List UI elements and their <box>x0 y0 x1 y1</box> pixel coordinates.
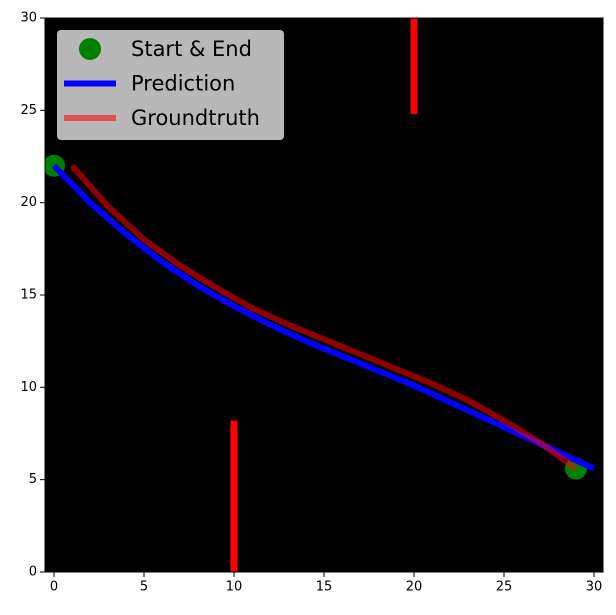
legend-box <box>57 30 284 140</box>
legend-marker <box>79 38 101 60</box>
x-tick-label: 0 <box>50 580 58 595</box>
y-tick-label: 25 <box>20 103 37 118</box>
x-tick-label: 5 <box>140 580 148 595</box>
x-tick-label: 25 <box>496 580 513 595</box>
y-tick-label: 15 <box>20 288 37 303</box>
y-tick-label: 30 <box>20 11 37 26</box>
x-tick-label: 10 <box>226 580 243 595</box>
y-tick-label: 20 <box>20 195 37 210</box>
y-tick-label: 10 <box>20 380 37 395</box>
x-tick-label: 30 <box>586 580 603 595</box>
series-line <box>51 163 596 472</box>
legend-label: Groundtruth <box>131 106 260 130</box>
axes-frame <box>44 17 604 573</box>
series-line <box>69 163 578 472</box>
plot-clip <box>45 18 596 572</box>
x-tick-label: 15 <box>316 580 333 595</box>
legend-label: Start & End <box>131 37 252 61</box>
y-tick-label: 0 <box>29 565 37 580</box>
x-tick-label: 20 <box>406 580 423 595</box>
legend: Start & End Prediction Groundtruth <box>57 30 284 140</box>
y-tick-label: 5 <box>29 472 37 487</box>
legend-label: Prediction <box>131 72 235 96</box>
